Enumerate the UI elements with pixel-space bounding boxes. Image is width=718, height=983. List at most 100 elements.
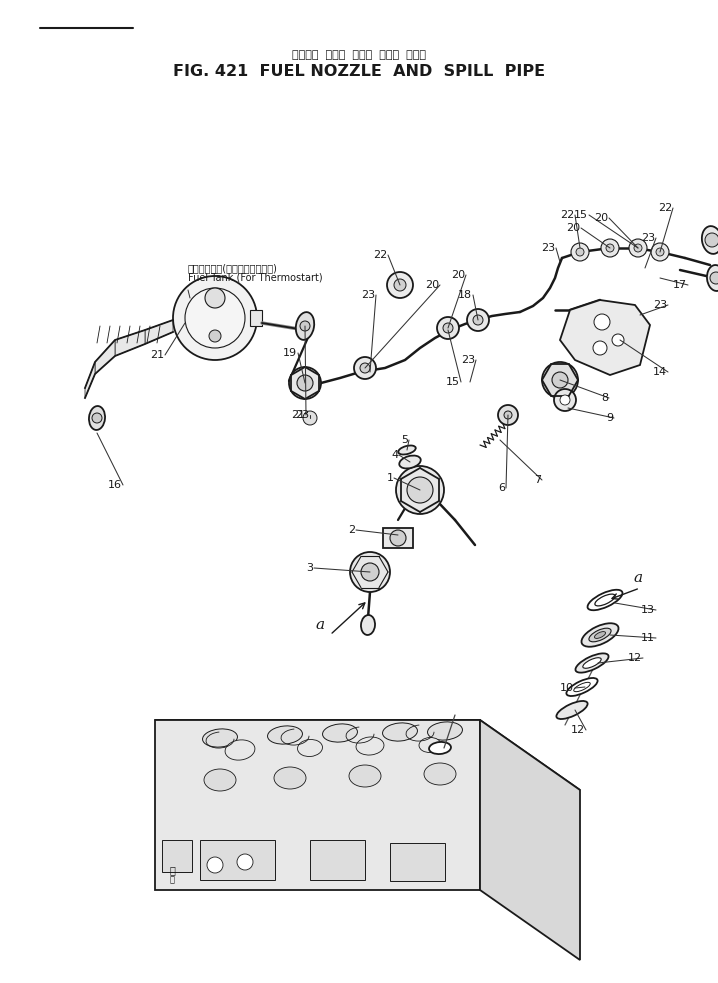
Ellipse shape (583, 658, 601, 668)
Ellipse shape (429, 742, 451, 754)
Text: フェルタンク(サーモスタート用): フェルタンク(サーモスタート用) (188, 263, 278, 273)
Ellipse shape (297, 739, 322, 757)
Text: 11: 11 (641, 633, 655, 643)
Text: 6: 6 (498, 483, 505, 493)
Ellipse shape (399, 455, 421, 469)
Circle shape (396, 466, 444, 514)
Bar (383, 528, 413, 548)
Text: 15: 15 (574, 210, 588, 220)
Text: 22: 22 (560, 210, 574, 220)
Text: a: a (633, 571, 643, 585)
Circle shape (554, 389, 576, 411)
Circle shape (552, 372, 568, 388)
Circle shape (390, 530, 406, 546)
Ellipse shape (349, 765, 381, 787)
Circle shape (612, 334, 624, 346)
Circle shape (437, 317, 459, 339)
Circle shape (594, 314, 610, 330)
Text: ว: ว (169, 865, 175, 875)
Polygon shape (155, 720, 580, 790)
Text: 7: 7 (534, 475, 541, 485)
Text: 2: 2 (348, 525, 355, 535)
Circle shape (360, 363, 370, 373)
Circle shape (303, 411, 317, 425)
Ellipse shape (424, 763, 456, 785)
Ellipse shape (383, 723, 417, 741)
Text: ว: ว (169, 876, 174, 885)
Polygon shape (145, 320, 173, 344)
Text: 22: 22 (658, 203, 672, 213)
Circle shape (593, 341, 607, 355)
Ellipse shape (322, 723, 358, 742)
Polygon shape (115, 330, 145, 356)
Text: 20: 20 (594, 213, 608, 223)
Circle shape (185, 288, 245, 348)
Bar (250, 310, 262, 326)
Ellipse shape (702, 226, 718, 254)
Ellipse shape (567, 678, 597, 696)
Text: 21: 21 (291, 410, 305, 420)
Ellipse shape (595, 594, 615, 606)
Text: 16: 16 (108, 480, 122, 490)
Circle shape (560, 395, 570, 405)
Text: 12: 12 (628, 653, 642, 663)
Text: 20: 20 (425, 280, 439, 290)
Circle shape (394, 279, 406, 291)
Circle shape (601, 239, 619, 257)
Circle shape (300, 321, 310, 331)
Ellipse shape (361, 615, 375, 635)
Text: 18: 18 (458, 290, 472, 300)
Circle shape (710, 272, 718, 284)
Text: Fuel Tank (For Thermostart): Fuel Tank (For Thermostart) (188, 272, 322, 282)
Circle shape (289, 367, 321, 399)
Text: FIG. 421  FUEL NOZZLE  AND  SPILL  PIPE: FIG. 421 FUEL NOZZLE AND SPILL PIPE (173, 65, 545, 80)
Ellipse shape (89, 406, 105, 430)
Circle shape (92, 413, 102, 423)
Circle shape (504, 411, 512, 419)
Text: 12: 12 (571, 725, 585, 735)
Polygon shape (560, 300, 650, 375)
Circle shape (237, 854, 253, 870)
Text: 20: 20 (451, 270, 465, 280)
Text: 5: 5 (401, 435, 409, 445)
Text: 23: 23 (295, 410, 309, 420)
Circle shape (498, 405, 518, 425)
Text: 4: 4 (391, 450, 398, 460)
Bar (162, 840, 192, 872)
Text: フェエル  ノズル  および  スピル  パイプ: フェエル ノズル および スピル パイプ (292, 50, 426, 60)
Text: 8: 8 (602, 393, 609, 403)
Circle shape (407, 477, 433, 503)
Circle shape (656, 248, 664, 256)
Polygon shape (95, 340, 115, 374)
Text: 17: 17 (673, 280, 687, 290)
Ellipse shape (296, 313, 314, 340)
Text: 10: 10 (560, 683, 574, 693)
Ellipse shape (398, 445, 416, 454)
Ellipse shape (427, 722, 462, 740)
Circle shape (542, 362, 578, 398)
Polygon shape (480, 720, 580, 960)
Circle shape (387, 272, 413, 298)
Ellipse shape (582, 623, 618, 647)
Ellipse shape (595, 632, 605, 638)
Text: 9: 9 (607, 413, 614, 423)
Circle shape (297, 375, 313, 391)
Text: 23: 23 (361, 290, 375, 300)
Circle shape (209, 330, 221, 342)
Text: 1: 1 (386, 473, 393, 483)
Circle shape (576, 248, 584, 256)
Circle shape (361, 563, 379, 581)
Ellipse shape (268, 725, 302, 744)
Circle shape (634, 244, 642, 252)
Circle shape (354, 357, 376, 379)
Circle shape (571, 243, 589, 261)
Text: 14: 14 (653, 367, 667, 377)
Ellipse shape (419, 737, 441, 753)
Ellipse shape (707, 265, 718, 291)
Text: 13: 13 (641, 605, 655, 615)
Text: 23: 23 (653, 300, 667, 310)
Ellipse shape (274, 767, 306, 789)
Text: 19: 19 (283, 348, 297, 358)
Text: 21: 21 (150, 350, 164, 360)
Ellipse shape (204, 769, 236, 791)
